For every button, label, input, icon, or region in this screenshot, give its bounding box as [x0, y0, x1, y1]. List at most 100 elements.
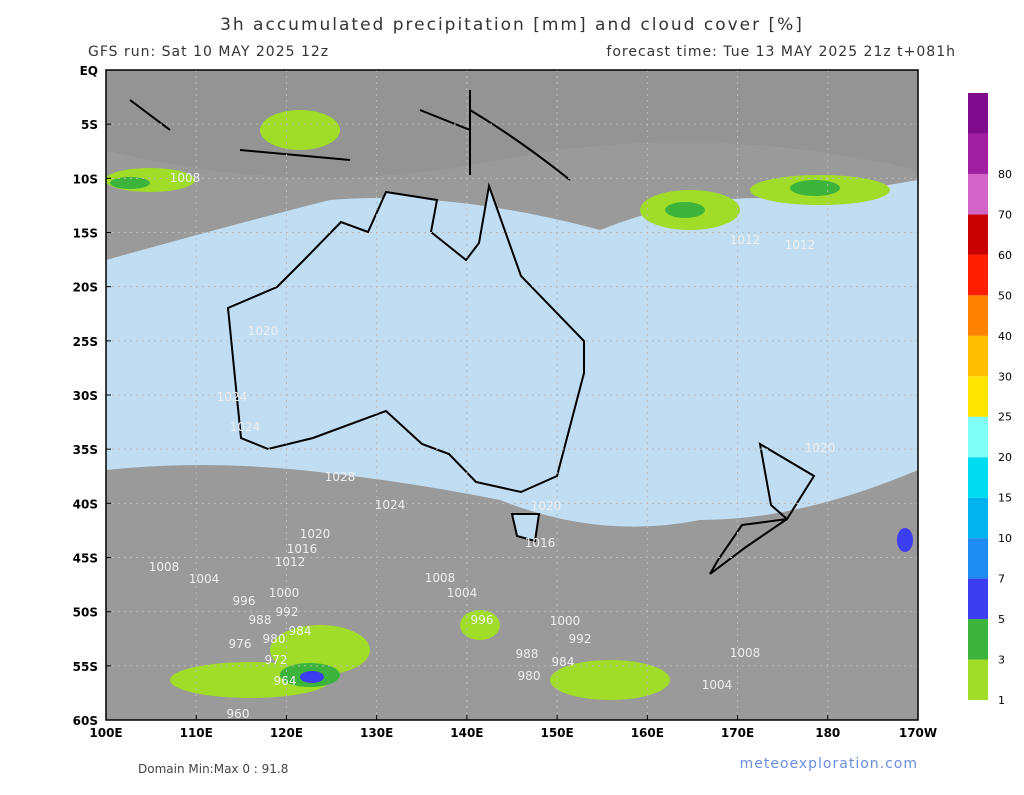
- lon-label: 160E: [631, 726, 664, 740]
- lat-label: 10S: [73, 172, 98, 186]
- isobar-label: 1008: [425, 571, 456, 585]
- isobar-label: 1020: [531, 499, 562, 513]
- isobar-label: 980: [263, 632, 286, 646]
- lat-label: 60S: [73, 714, 98, 728]
- lon-label: 180: [815, 726, 840, 740]
- legend-swatch: [968, 578, 988, 620]
- isobar-label: 1024: [375, 498, 406, 512]
- lat-label: 20S: [73, 281, 98, 295]
- legend-swatch: [968, 497, 988, 539]
- legend-label: 25: [998, 411, 1012, 424]
- domain-minmax: Domain Min:Max 0 : 91.8: [138, 762, 288, 776]
- isobar-label: 1020: [805, 441, 836, 455]
- isobar-label: 976: [229, 637, 252, 651]
- site-link[interactable]: meteoexploration.com: [740, 756, 918, 772]
- isobar-label: 1008: [149, 560, 180, 574]
- legend-label: 7: [998, 573, 1005, 586]
- legend-label: 60: [998, 249, 1012, 262]
- isobar-label: 984: [552, 655, 575, 669]
- tasmania: [510, 513, 541, 543]
- lon-label: 170E: [721, 726, 754, 740]
- lon-label: 100E: [89, 726, 122, 740]
- lat-label: EQ: [80, 64, 98, 78]
- graticule: [106, 70, 918, 720]
- legend-swatch: [968, 295, 988, 336]
- lat-label: 30S: [73, 389, 98, 403]
- isobar-label: 964: [274, 674, 297, 688]
- lat-label: 5S: [81, 118, 98, 132]
- isobar-label: 980: [518, 669, 541, 683]
- legend-label: 50: [998, 289, 1012, 302]
- title: 3h accumulated precipitation [mm] and cl…: [220, 15, 804, 35]
- cloud-band: [106, 70, 918, 178]
- isobar-label: 1024: [217, 390, 248, 404]
- run-info: GFS run: Sat 10 MAY 2025 12z: [88, 44, 329, 60]
- isobar-label: 1020: [248, 324, 279, 338]
- lon-label: 170W: [899, 726, 937, 740]
- isobar-label: 1000: [269, 586, 300, 600]
- legend-swatch: [968, 538, 988, 579]
- isobar-label: 996: [471, 613, 494, 627]
- isobar-label: 992: [276, 605, 299, 619]
- lat-label: 40S: [73, 497, 98, 511]
- legend-swatch: [968, 133, 988, 174]
- legend-label: 80: [998, 168, 1012, 181]
- isobar-label: 1004: [702, 678, 733, 692]
- legend-swatch: [968, 214, 988, 255]
- isobar-label: 984: [289, 624, 312, 638]
- isobar-label: 1024: [230, 420, 261, 434]
- legend-swatch: [968, 416, 988, 458]
- lat-label: 50S: [73, 606, 98, 620]
- forecast-info: forecast time: Tue 13 MAY 2025 21z t+081…: [606, 44, 956, 60]
- legend-swatch: [968, 619, 988, 660]
- islands: [129, 90, 571, 181]
- isobar-label: 988: [516, 647, 539, 661]
- isobar-label: 1008: [170, 171, 201, 185]
- lon-label: 130E: [360, 726, 393, 740]
- isobar-label: 1004: [447, 586, 478, 600]
- isobar-label: 1012: [275, 555, 306, 569]
- lat-label: 15S: [73, 227, 98, 241]
- precip-areas-intense: [300, 528, 913, 683]
- legend-label: 10: [998, 532, 1012, 545]
- map: 1008101210201024102410281024102010161012…: [105, 69, 919, 721]
- isobar-label: 972: [265, 653, 288, 667]
- australia: [226, 182, 585, 494]
- legend-swatch: [968, 376, 988, 417]
- legend-label: 3: [998, 654, 1005, 667]
- legend-swatch: [968, 659, 988, 700]
- isobar-label: 1016: [287, 542, 318, 556]
- isobar-label: 1012: [785, 238, 816, 252]
- isobar-label: 1008: [730, 646, 761, 660]
- legend-label: 1: [998, 694, 1005, 707]
- legend-swatch: [968, 254, 988, 296]
- lat-label: 35S: [73, 443, 98, 457]
- isobar-label: 1012: [730, 233, 761, 247]
- lon-label: 110E: [180, 726, 213, 740]
- new-zealand: [709, 442, 816, 575]
- isobar-label: 1028: [325, 470, 356, 484]
- legend-label: 40: [998, 330, 1012, 343]
- isobar-label: 1000: [550, 614, 581, 628]
- lon-label: 140E: [450, 726, 483, 740]
- legend-label: 15: [998, 492, 1012, 505]
- legend-swatch: [968, 457, 988, 498]
- legend-label: 30: [998, 370, 1012, 383]
- lat-label: 55S: [73, 660, 98, 674]
- legend-swatch: [968, 93, 988, 134]
- legend-swatch: [968, 173, 988, 215]
- isobar-label: 992: [569, 632, 592, 646]
- legend-label: 5: [998, 613, 1005, 626]
- lon-label: 120E: [270, 726, 303, 740]
- isobar-label: 1004: [189, 572, 220, 586]
- isobar-label: 960: [227, 707, 250, 721]
- legend-label: 70: [998, 208, 1012, 221]
- legend-label: 20: [998, 451, 1012, 464]
- isobar-label: 996: [233, 594, 256, 608]
- isobar-label: 1020: [300, 527, 331, 541]
- isobar-label: 1016: [525, 536, 556, 550]
- lat-label: 25S: [73, 335, 98, 349]
- isobar-label: 988: [249, 613, 272, 627]
- lat-label: 45S: [73, 552, 98, 566]
